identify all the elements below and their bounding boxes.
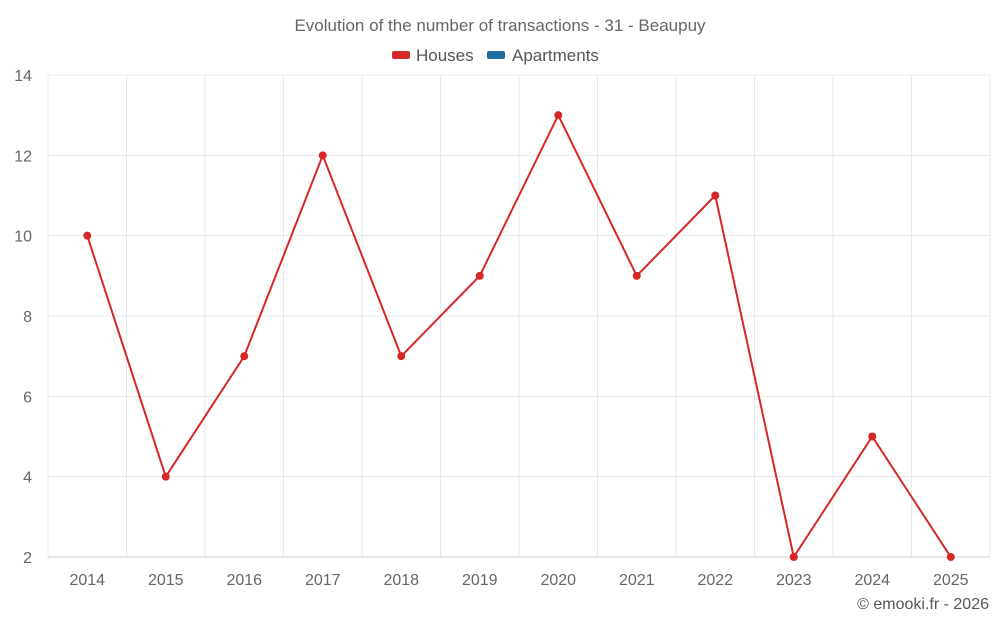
y-tick-label: 14	[14, 68, 32, 85]
x-tick-label: 2020	[540, 572, 576, 589]
x-tick-label: 2017	[305, 572, 341, 589]
y-axis-ticks: 2 4 6 8 10 12 14	[14, 68, 32, 567]
legend-swatch-apartments	[487, 51, 505, 59]
data-point-houses-2017[interactable]	[318, 151, 327, 160]
y-tick-label: 2	[23, 550, 32, 567]
x-gridlines	[47, 75, 991, 557]
legend-label-houses[interactable]: Houses	[416, 46, 474, 65]
data-point-houses-2022[interactable]	[711, 191, 720, 200]
x-tick-label: 2023	[776, 572, 812, 589]
series-line-houses	[86, 114, 952, 558]
y-tick-label: 12	[14, 148, 32, 165]
x-tick-label: 2019	[462, 572, 498, 589]
data-point-houses-2015[interactable]	[161, 472, 170, 481]
y-tick-label: 6	[23, 389, 32, 406]
x-tick-label: 2014	[69, 572, 105, 589]
y-tick-label: 4	[23, 470, 32, 487]
x-axis-ticks: 2014 2015 2016 2017 2018 2019 2020 2021 2022 2023…	[69, 572, 968, 589]
data-point-houses-2018[interactable]	[397, 352, 406, 361]
data-point-houses-2020[interactable]	[554, 111, 563, 120]
series-houses	[83, 111, 955, 561]
x-tick-label: 2022	[697, 572, 733, 589]
x-tick-label: 2015	[148, 572, 184, 589]
credit-text: © emooki.fr - 2026	[857, 596, 989, 613]
legend-swatch-houses	[392, 51, 410, 59]
chart-title: Evolution of the number of transactions …	[294, 16, 706, 35]
x-tick-label: 2016	[226, 572, 262, 589]
x-tick-label: 2025	[933, 572, 969, 589]
x-tick-label: 2018	[383, 572, 419, 589]
x-tick-label: 2021	[619, 572, 655, 589]
data-point-houses-2023[interactable]	[789, 553, 798, 561]
data-point-houses-2019[interactable]	[475, 271, 484, 280]
data-point-houses-2016[interactable]	[240, 352, 249, 361]
data-point-houses-2014[interactable]	[83, 231, 92, 240]
legend: Houses Apartments	[392, 46, 599, 65]
y-tick-label: 10	[14, 229, 32, 246]
x-tick-label: 2024	[854, 572, 890, 589]
data-point-houses-2021[interactable]	[632, 271, 641, 280]
legend-label-apartments[interactable]: Apartments	[512, 46, 599, 65]
data-point-houses-2025[interactable]	[946, 553, 955, 561]
data-point-houses-2024[interactable]	[868, 432, 877, 441]
y-tick-label: 8	[23, 309, 32, 326]
